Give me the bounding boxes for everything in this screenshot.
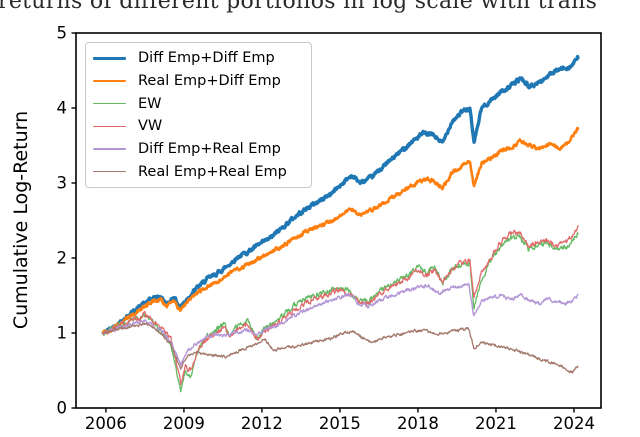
y-tick-label: 5 [57,24,68,43]
y-tick-label: 1 [57,324,68,343]
series-line [102,322,579,374]
figure-title-clipped: returns of different portfolios in log s… [0,0,598,14]
legend-entry: Diff Emp+Real Emp [93,141,305,157]
axes-frame [75,32,602,409]
legend: Diff Emp+Diff Emp Real Emp+Diff Emp EW V… [85,42,312,188]
x-tick-label: 2012 [241,414,283,433]
x-tick-label: 2009 [163,414,205,433]
legend-label: EW [138,95,162,112]
legend-entry: Real Emp+Diff Emp [93,73,305,89]
legend-line-sample [93,56,126,61]
legend-label: Real Emp+Diff Emp [138,72,281,89]
y-tick-label: 4 [57,99,68,118]
y-tick-label: 2 [57,249,68,268]
x-tick-label: 2015 [319,414,361,433]
x-tick-label: 2024 [553,414,595,433]
legend-label: Real Emp+Real Emp [138,163,287,180]
legend-entry: EW [93,96,305,112]
y-tick-label: 0 [57,399,68,418]
legend-entry: Real Emp+Real Emp [93,164,305,180]
series-line [102,225,579,386]
legend-entry: VW [93,118,305,134]
legend-label: Diff Emp+Diff Emp [138,50,275,67]
y-axis-label: Cumulative Log-Return [10,110,32,330]
legend-line-sample [93,79,126,83]
y-tick-label: 3 [57,174,68,193]
x-tick-label: 2006 [85,414,127,433]
legend-entry: Diff Emp+Diff Emp [93,50,305,66]
series-line [102,232,579,393]
legend-line-sample [93,148,126,150]
series-line [102,127,580,335]
x-tick-label: 2018 [397,414,439,433]
legend-line-sample [93,102,126,105]
legend-line-sample [93,125,126,128]
legend-label: VW [138,118,163,135]
series-line [102,282,579,366]
series-line [101,54,580,335]
x-tick-label: 2021 [475,414,517,433]
legend-label: Diff Emp+Real Emp [138,140,281,157]
legend-line-sample [93,170,126,173]
